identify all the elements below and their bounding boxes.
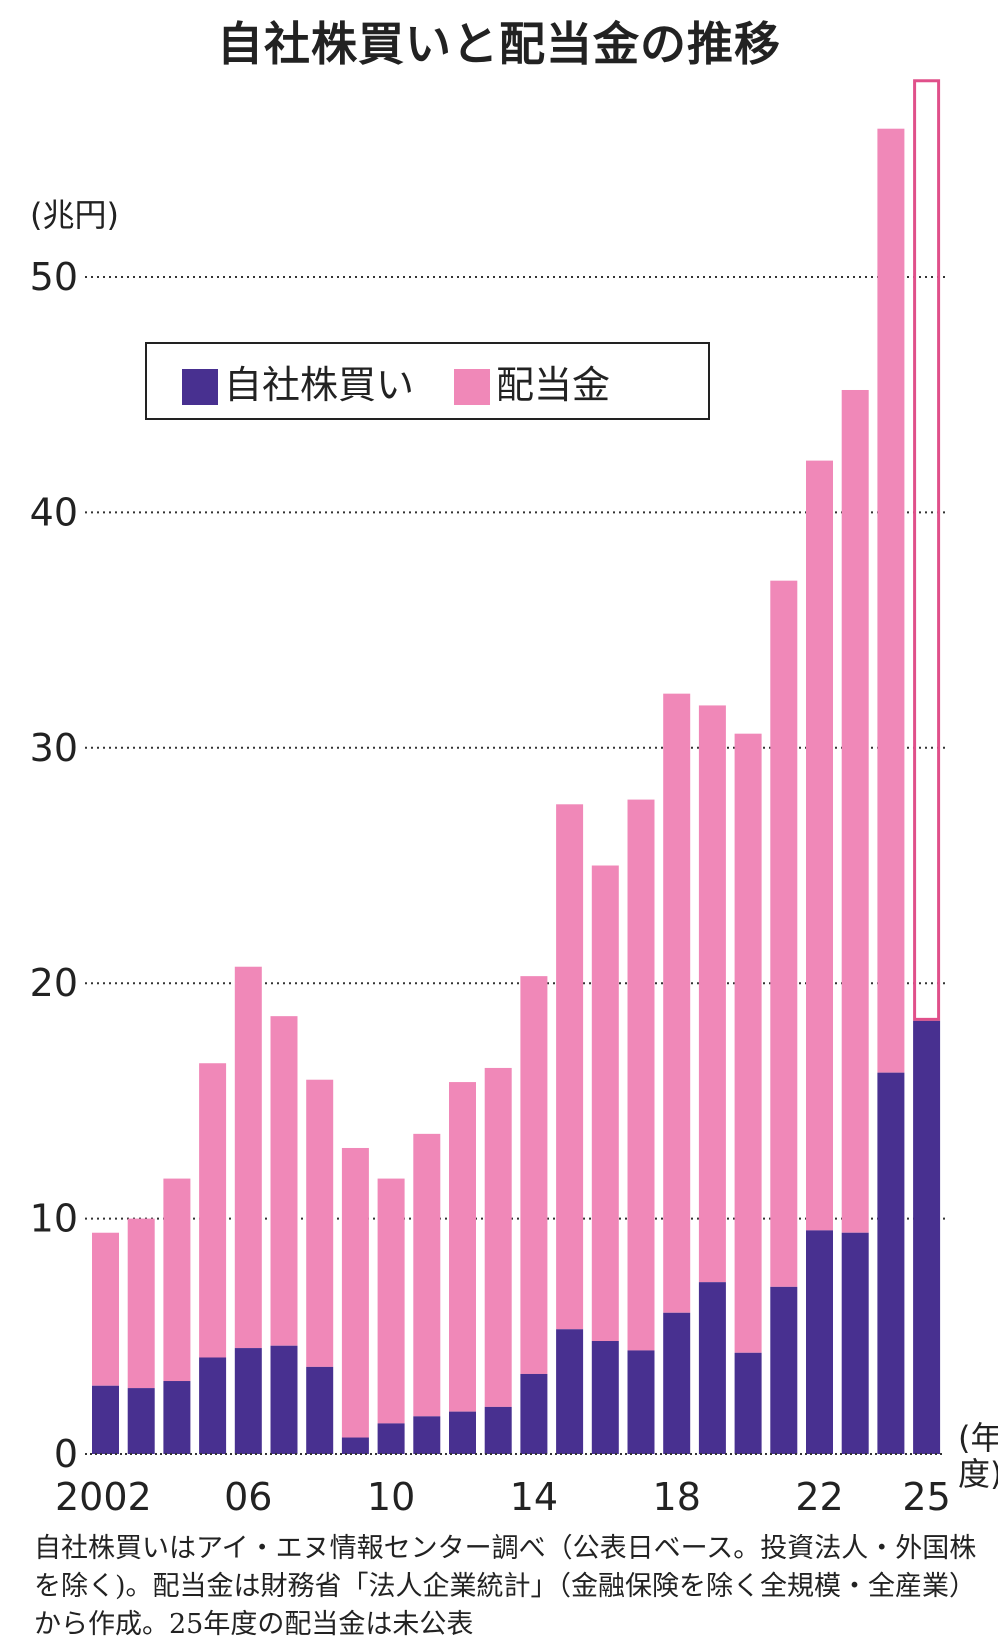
- legend-label-buyback: 自社株買い: [224, 362, 415, 407]
- x-tick-label: 22: [795, 1475, 843, 1519]
- bar-dividend: [234, 966, 262, 1349]
- bar-dividend: [556, 804, 584, 1330]
- bar-buyback: [270, 1345, 298, 1454]
- bar-buyback: [591, 1341, 619, 1454]
- bar-buyback: [449, 1411, 476, 1454]
- bar-buyback: [663, 1312, 691, 1454]
- bar-buyback: [913, 1020, 941, 1454]
- x-axis-unit: (年度): [958, 1419, 998, 1493]
- bar-dividend: [377, 1178, 405, 1424]
- y-tick-label: 20: [30, 961, 78, 1005]
- bar-dividend: [806, 460, 833, 1231]
- bar-buyback: [341, 1437, 369, 1454]
- bar-dividend: [484, 1067, 512, 1407]
- y-tick-label: 0: [54, 1432, 78, 1476]
- bar-buyback: [877, 1072, 905, 1454]
- bar-buyback: [199, 1357, 227, 1454]
- bar-dividend: [520, 976, 548, 1374]
- bar-dividend: [413, 1133, 441, 1417]
- bar-dividend: [770, 580, 798, 1287]
- bar-buyback: [627, 1350, 655, 1454]
- bar-buyback: [520, 1373, 548, 1454]
- bar-buyback: [377, 1423, 405, 1454]
- bar-dividend: [663, 693, 691, 1313]
- legend-label-dividend: 配当金: [496, 362, 611, 407]
- y-tick-label: 50: [30, 255, 78, 299]
- bar-dividend: [163, 1178, 191, 1382]
- bar-dividend: [734, 733, 762, 1353]
- bar-buyback: [306, 1366, 334, 1454]
- legend-swatch-buyback: [182, 369, 218, 405]
- bar-dividend: [127, 1218, 155, 1389]
- bar-dividend: [306, 1079, 334, 1367]
- bar-dividend: [698, 705, 726, 1283]
- bar-dividend: [270, 1016, 298, 1346]
- chart-title: 自社株買いと配当金の推移: [217, 17, 781, 71]
- bar-buyback: [413, 1416, 441, 1454]
- bar-buyback: [841, 1232, 869, 1454]
- legend-item-buyback: 自社株買い: [182, 354, 414, 409]
- legend-swatch-dividend: [454, 369, 491, 405]
- bar-buyback: [127, 1388, 155, 1454]
- source-note: 自社株買いはアイ・エヌ情報センター調べ（公表日ベース。投資法人・外国株を除く)。…: [34, 1533, 977, 1640]
- y-axis-unit: (兆円): [30, 196, 119, 234]
- y-tick-label: 10: [30, 1197, 78, 1241]
- bar-dividend: [877, 128, 905, 1073]
- bar-dividend: [449, 1082, 476, 1412]
- bar-buyback: [556, 1329, 584, 1454]
- bar-dividend: [341, 1147, 369, 1438]
- bar-buyback: [734, 1352, 762, 1454]
- x-tick-label: 10: [367, 1475, 415, 1519]
- x-tick-label: 18: [653, 1475, 701, 1519]
- bar-buyback: [484, 1406, 512, 1454]
- bar-dividend: [92, 1232, 119, 1386]
- x-tick-label: 2002: [55, 1475, 152, 1519]
- bar-buyback: [770, 1286, 798, 1454]
- x-tick-label: 25: [902, 1475, 950, 1519]
- bar-buyback: [806, 1230, 833, 1454]
- bar-buyback: [163, 1381, 191, 1454]
- y-tick-label: 40: [30, 490, 78, 534]
- bar-buyback: [698, 1282, 726, 1454]
- y-tick-label: 30: [30, 726, 78, 770]
- bar-dividend: [591, 865, 619, 1342]
- bar-buyback: [92, 1385, 119, 1454]
- legend: 自社株買い 配当金: [145, 342, 710, 420]
- legend-item-dividend: 配当金: [454, 354, 610, 409]
- bar-dividend: [199, 1063, 227, 1358]
- x-tick-label: 14: [510, 1475, 558, 1519]
- bar-dividend: [841, 389, 869, 1233]
- bar-buyback: [234, 1348, 262, 1454]
- x-tick-label: 06: [224, 1475, 272, 1519]
- bar-dividend-unpublished: [913, 79, 941, 1021]
- bar-dividend: [627, 799, 655, 1351]
